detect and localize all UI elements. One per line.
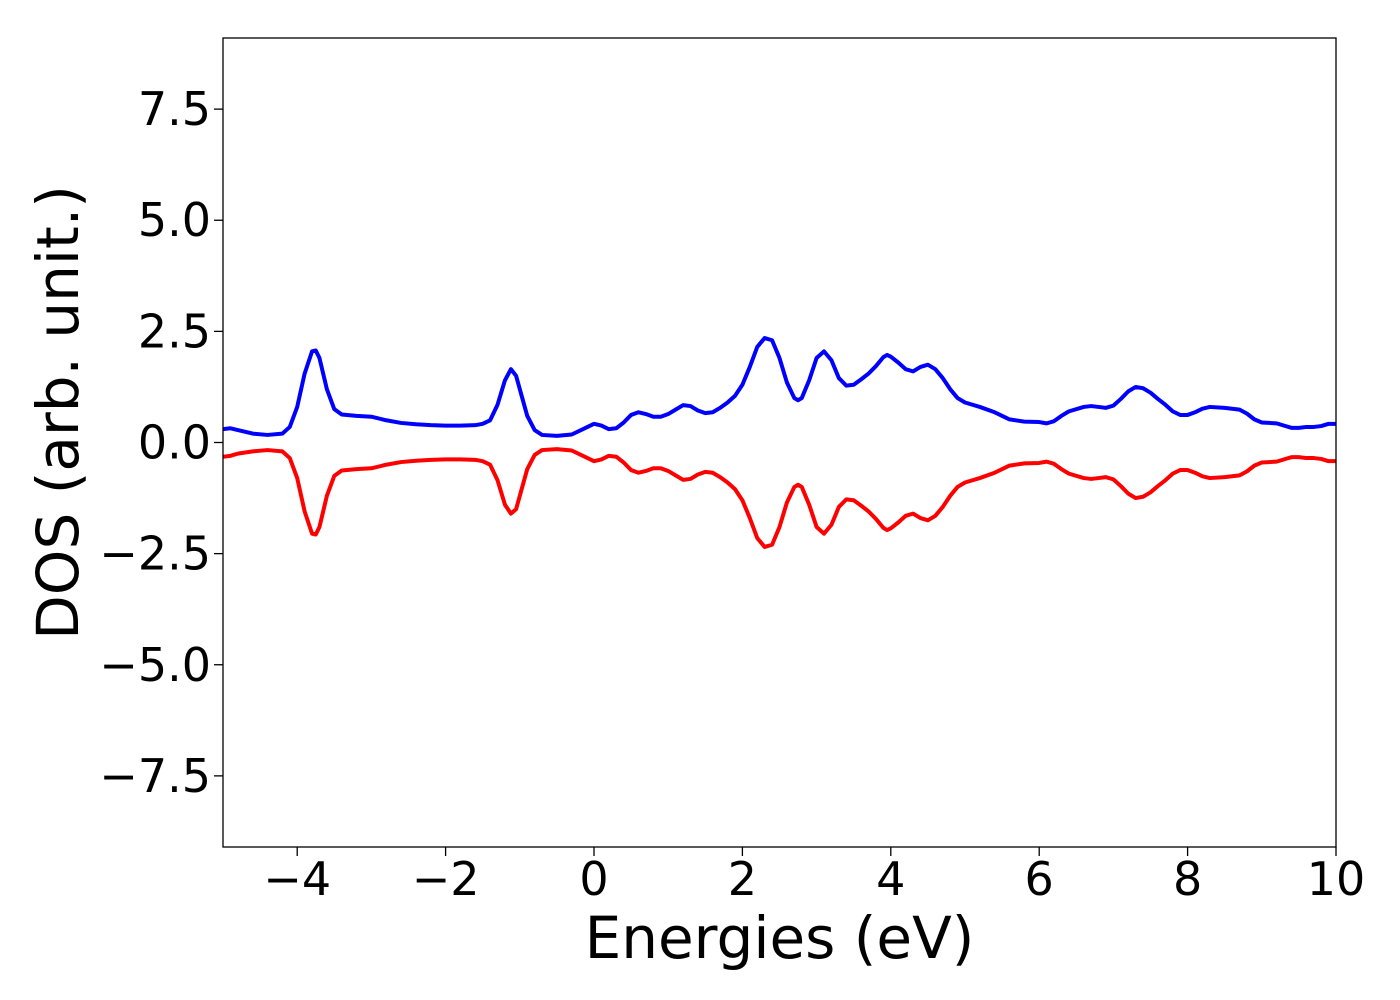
y-tick-label: −2.5 [99,527,211,581]
series-layer [223,336,1336,549]
y-tick-label: 0.0 [138,416,211,470]
y-tick-label: −7.5 [99,749,211,803]
x-tick-label: 4 [876,852,905,906]
x-tick-label: 8 [1173,852,1202,906]
x-tick-label: 2 [728,852,757,906]
y-axis-ticks: 7.5 5.0 2.5 0.0 −2.5 −5.0 −7.5 [99,82,223,803]
series-line-down [223,447,1336,549]
x-tick-label: 0 [579,852,608,906]
x-tick-label: 10 [1307,852,1366,906]
x-axis-ticks: −4 −2 0 2 4 6 8 10 [263,847,1365,906]
y-tick-label: 2.5 [138,304,211,358]
y-tick-label: 5.0 [138,193,211,247]
x-tick-label: −2 [412,852,480,906]
series-line-up [223,336,1336,438]
y-tick-label: 7.5 [138,82,211,136]
x-tick-label: −4 [263,852,331,906]
plot-frame [222,37,1337,848]
y-axis-label: DOS (arb. unit.) [24,185,92,640]
y-tick-label: −5.0 [99,638,211,692]
x-axis-label: Energies (eV) [585,904,975,972]
x-tick-label: 6 [1025,852,1054,906]
